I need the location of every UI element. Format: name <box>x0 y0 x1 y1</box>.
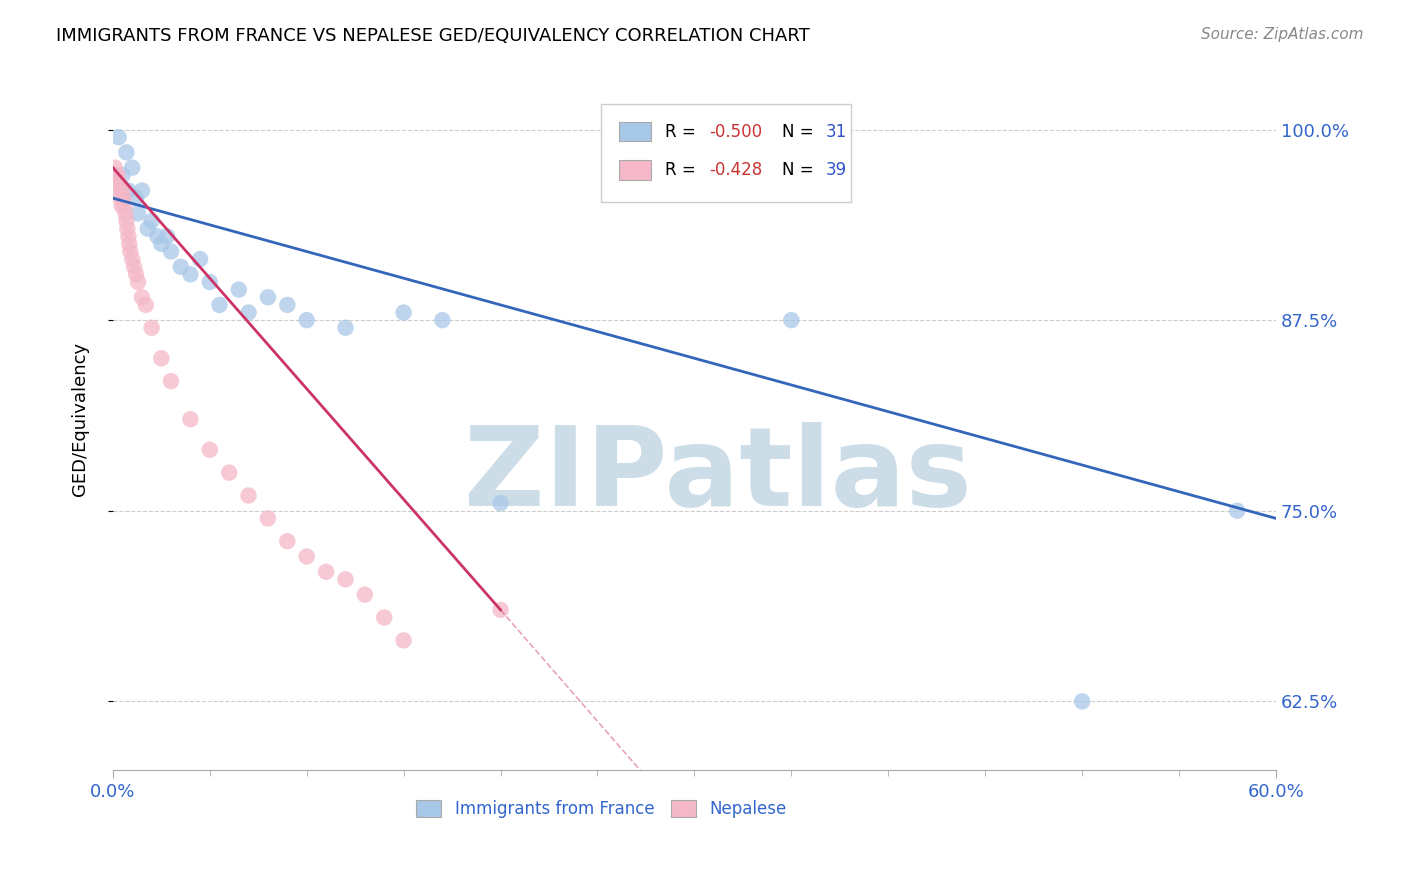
Point <box>392 633 415 648</box>
Point <box>125 268 148 282</box>
FancyBboxPatch shape <box>619 161 651 180</box>
Point <box>208 298 231 312</box>
Point <box>114 199 136 213</box>
Point <box>120 244 142 259</box>
Text: IMMIGRANTS FROM FRANCE VS NEPALESE GED/EQUIVALENCY CORRELATION CHART: IMMIGRANTS FROM FRANCE VS NEPALESE GED/E… <box>56 27 810 45</box>
Point <box>295 313 318 327</box>
Point <box>489 603 512 617</box>
Text: -0.428: -0.428 <box>710 161 763 179</box>
Point <box>188 252 211 267</box>
Point <box>105 176 128 190</box>
Point <box>257 511 280 525</box>
Point <box>146 229 169 244</box>
Point <box>156 229 179 244</box>
Point <box>117 229 139 244</box>
Point <box>131 184 153 198</box>
Point <box>150 351 173 366</box>
Point <box>121 161 143 175</box>
Y-axis label: GED/Equivalency: GED/Equivalency <box>72 343 89 496</box>
Point <box>110 199 132 213</box>
Point <box>432 313 454 327</box>
Text: R =: R = <box>665 123 702 141</box>
Point <box>198 442 221 457</box>
Point <box>141 214 163 228</box>
Text: -0.500: -0.500 <box>710 123 762 141</box>
Point <box>218 466 240 480</box>
Point <box>127 275 149 289</box>
Point <box>117 221 139 235</box>
Point <box>121 252 143 267</box>
Text: ZIPatlas: ZIPatlas <box>464 422 972 529</box>
Text: 39: 39 <box>825 161 846 179</box>
Point <box>276 298 298 312</box>
Point <box>127 206 149 220</box>
Point <box>1071 694 1094 708</box>
Point <box>354 588 377 602</box>
Point <box>315 565 337 579</box>
Point <box>179 412 201 426</box>
Point <box>179 268 201 282</box>
Point <box>373 610 395 624</box>
Point <box>115 145 138 160</box>
Point <box>104 168 127 182</box>
Point <box>257 290 280 304</box>
Point <box>111 168 134 182</box>
Point <box>238 305 260 319</box>
Point <box>135 298 157 312</box>
Point <box>110 191 132 205</box>
Point <box>104 161 127 175</box>
FancyBboxPatch shape <box>602 103 852 202</box>
Point <box>780 313 803 327</box>
Point <box>118 236 141 251</box>
Point <box>107 130 129 145</box>
Point <box>107 168 129 182</box>
Point <box>122 260 145 274</box>
Point <box>228 283 250 297</box>
Point <box>160 374 183 388</box>
Point <box>150 236 173 251</box>
Point <box>131 290 153 304</box>
Point <box>1226 504 1249 518</box>
Point <box>111 184 134 198</box>
Text: R =: R = <box>665 161 702 179</box>
Legend: Immigrants from France, Nepalese: Immigrants from France, Nepalese <box>409 793 793 825</box>
Point <box>392 305 415 319</box>
Point <box>335 320 357 334</box>
Point <box>170 260 193 274</box>
Text: N =: N = <box>782 123 818 141</box>
Point <box>125 191 148 205</box>
Point <box>114 206 136 220</box>
FancyBboxPatch shape <box>619 122 651 142</box>
Point <box>136 221 159 235</box>
Point <box>198 275 221 289</box>
Text: 31: 31 <box>825 123 846 141</box>
Point <box>160 244 183 259</box>
Point <box>335 573 357 587</box>
Point <box>112 191 135 205</box>
Point <box>489 496 512 510</box>
Point <box>238 489 260 503</box>
Point <box>117 184 139 198</box>
Point <box>276 534 298 549</box>
Text: Source: ZipAtlas.com: Source: ZipAtlas.com <box>1201 27 1364 42</box>
Point <box>107 176 129 190</box>
Point <box>295 549 318 564</box>
Point <box>141 320 163 334</box>
Point <box>115 214 138 228</box>
Point <box>108 184 131 198</box>
Text: N =: N = <box>782 161 818 179</box>
